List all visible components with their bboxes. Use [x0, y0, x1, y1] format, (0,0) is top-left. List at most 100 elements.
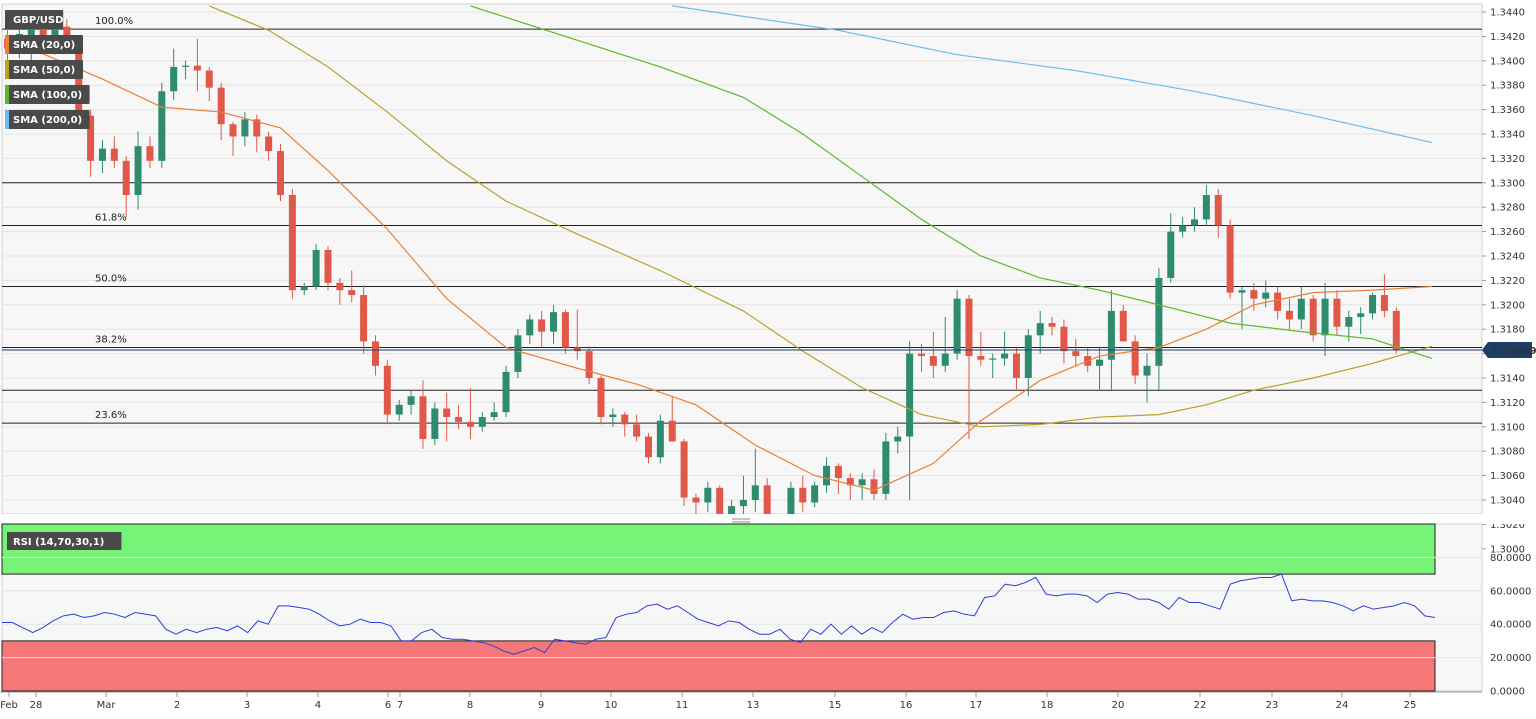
candle-down: [680, 441, 688, 498]
candle-up: [98, 148, 106, 161]
fib-label: 38.2%: [95, 335, 127, 346]
candle-up: [51, 26, 59, 37]
x-tick-label: 16: [900, 700, 913, 711]
x-axis: Feb 28 Mar 2 3 4 6 7 8 9 10 11 13 15 16 17 18 20 22 23 24 25: [0, 691, 1482, 711]
candle-up: [882, 441, 890, 494]
candle-up: [170, 66, 178, 92]
candle-down: [1072, 351, 1080, 357]
candle-up: [1036, 323, 1044, 336]
candle-down: [917, 353, 925, 357]
candle-down: [597, 378, 605, 418]
candle-up: [1191, 219, 1198, 226]
candle-down: [229, 124, 237, 137]
x-tick-label: Feb: [0, 700, 18, 711]
candle-up: [407, 396, 415, 405]
candle-down: [692, 497, 700, 503]
candle-down: [122, 160, 130, 195]
x-tick-label: 17: [970, 700, 983, 711]
candle-up: [953, 298, 961, 354]
candle-up: [182, 65, 190, 67]
fib-label: 23.6%: [95, 410, 127, 421]
candle-up: [894, 436, 902, 442]
candle-up: [514, 335, 522, 372]
candle-up: [704, 487, 712, 503]
candle-down: [668, 420, 676, 442]
candle-up: [1297, 298, 1305, 320]
x-tick-label: 23: [1266, 700, 1279, 711]
legend-label: SMA (20,0): [13, 40, 75, 51]
candle-up: [1369, 295, 1377, 314]
x-tick-label: 11: [676, 700, 689, 711]
candle-up: [941, 353, 949, 366]
candle-down: [87, 115, 95, 161]
rsi-tick-label: 60.0000: [1490, 586, 1531, 597]
last-price-badge-bg: [1482, 342, 1532, 359]
candle-down: [146, 146, 154, 161]
legend-badge: [5, 10, 64, 29]
candle-up: [395, 404, 403, 415]
candle-down: [383, 365, 391, 415]
price-tick-label: 1.3360: [1490, 105, 1525, 116]
rsi-band: [1, 640, 1436, 692]
price-tick-label: 1.3280: [1490, 203, 1525, 214]
candle-up: [751, 485, 759, 500]
candle-down: [1333, 298, 1341, 327]
candle-down: [265, 136, 273, 152]
candle-down: [1392, 310, 1400, 350]
candle-down: [1274, 292, 1282, 311]
fib-label: 61.8%: [95, 213, 127, 224]
legend-label: GBP/USD: [13, 15, 63, 26]
candle-down: [834, 465, 842, 479]
candle-up: [1238, 290, 1246, 293]
candle-up: [1357, 313, 1365, 317]
rsi-tick-label: 80.0000: [1490, 553, 1531, 564]
moving-averages: [7, 5, 1433, 491]
candle-down: [419, 396, 427, 439]
candle-down: [1214, 195, 1222, 226]
candle-down: [360, 295, 368, 342]
candle-up: [656, 420, 664, 458]
rsi-title: RSI (14,70,30,1): [13, 537, 104, 548]
x-tick-label: 24: [1336, 700, 1349, 711]
rsi-tick-label: 20.0000: [1490, 653, 1531, 664]
candle-up: [550, 312, 558, 332]
x-tick-label: 6: [385, 700, 391, 711]
rsi-band: [1, 523, 1436, 575]
price-tick-label: 1.3020: [1490, 520, 1525, 531]
candle-down: [1250, 290, 1258, 299]
candle-down: [538, 319, 546, 332]
candle-down: [205, 70, 213, 88]
candle-down: [348, 290, 356, 296]
candle-down: [1119, 310, 1127, 342]
x-tick-label: 22: [1194, 700, 1207, 711]
rsi-tick-label: 0.0000: [1490, 687, 1525, 698]
candle-up: [1321, 298, 1329, 336]
legend-label: SMA (50,0): [13, 65, 75, 76]
candle-down: [253, 119, 261, 137]
legend-label: SMA (100,0): [13, 90, 82, 101]
candle-down: [573, 347, 581, 352]
candle-up: [1345, 317, 1353, 327]
x-tick-label: 25: [1404, 700, 1417, 711]
candle-up: [1155, 277, 1163, 366]
candle-up: [1202, 195, 1210, 220]
candle-down: [1226, 225, 1234, 293]
candle-up: [300, 286, 308, 291]
price-tick-label: 1.3320: [1490, 154, 1525, 165]
x-tick-label: 7: [397, 700, 403, 711]
candle-down: [193, 65, 201, 71]
candle-up: [158, 91, 166, 161]
legend-color-swatch: [5, 35, 9, 54]
price-panel-background: [1, 3, 1483, 515]
candle-down: [288, 195, 296, 291]
candle-up: [490, 412, 498, 418]
candle-down: [1060, 326, 1068, 352]
price-tick-label: 1.3400: [1490, 56, 1525, 67]
rsi-line: [2, 573, 1436, 655]
legend-badge: [5, 85, 90, 104]
x-tick-label: 18: [1041, 700, 1054, 711]
candle-down: [217, 87, 225, 125]
fib-label: 100.0%: [95, 16, 133, 27]
price-tick-label: 1.3220: [1490, 276, 1525, 287]
price-tick-label: 1.3080: [1490, 447, 1525, 458]
